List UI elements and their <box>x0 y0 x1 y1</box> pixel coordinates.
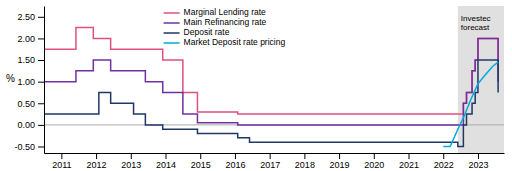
x-tick-mark <box>61 153 62 159</box>
x-tick: 2014 <box>156 153 176 170</box>
x-tick-label: 2011 <box>52 160 71 170</box>
legend-swatch <box>164 32 180 34</box>
y-tick: 2.50 <box>17 12 44 22</box>
y-axis-label: % <box>6 73 15 84</box>
y-tick-mark <box>38 82 44 83</box>
x-tick-label: 2016 <box>225 160 245 170</box>
chart: -0.500.000.501.001.502.002.5020112012201… <box>0 0 512 171</box>
x-tick-label: 2012 <box>87 160 107 170</box>
x-tick: 2012 <box>87 153 107 170</box>
x-tick-label: 2020 <box>364 160 384 170</box>
x-tick: 2018 <box>295 153 315 170</box>
y-axis-line <box>44 7 45 154</box>
x-tick: 2023 <box>468 153 488 170</box>
y-tick: 0.00 <box>17 120 44 130</box>
plot-area: -0.500.000.501.001.502.002.5020112012201… <box>14 6 504 170</box>
series-line <box>443 62 498 146</box>
legend-item: Market Deposit rate pricing <box>164 37 286 47</box>
x-tick-label: 2022 <box>434 160 454 170</box>
legend-label: Market Deposit rate pricing <box>184 37 286 47</box>
x-tick-mark <box>374 153 375 159</box>
x-axis: 2011 2012 2013 2014 2015 2016 2017 2018 2019 2020… <box>45 153 505 170</box>
x-tick-label: 2019 <box>330 160 350 170</box>
y-tick-label: 1.00 <box>17 77 35 87</box>
y-tick: -0.50 <box>14 142 44 152</box>
x-tick: 2016 <box>225 153 245 170</box>
legend-swatch <box>164 22 180 24</box>
x-tick-mark <box>270 153 271 159</box>
x-tick-mark <box>409 153 410 159</box>
y-tick-label: 2.00 <box>17 34 35 44</box>
y-tick-label: 0.50 <box>17 99 35 109</box>
x-tick: 2022 <box>434 153 454 170</box>
x-tick-label: 2013 <box>121 160 141 170</box>
x-tick: 2011 <box>52 153 71 170</box>
y-tick: 1.00 <box>17 77 44 87</box>
series-line <box>44 60 498 146</box>
legend-swatch <box>164 42 180 44</box>
x-tick-label: 2023 <box>468 160 488 170</box>
legend-label: Main Refinancing rate <box>184 17 267 27</box>
x-tick-mark <box>96 153 97 159</box>
x-tick: 2020 <box>364 153 384 170</box>
x-tick-mark <box>235 153 236 159</box>
x-tick: 2017 <box>260 153 280 170</box>
y-tick: 0.50 <box>17 99 44 109</box>
x-tick-label: 2014 <box>156 160 176 170</box>
y-tick-label: -0.50 <box>14 142 35 152</box>
y-tick-label: 1.50 <box>17 55 35 65</box>
x-tick: 2013 <box>121 153 141 170</box>
x-tick-label: 2017 <box>260 160 280 170</box>
y-axis: -0.50 0.00 0.50 1.00 1.50 2.00 2.50 <box>14 7 44 154</box>
x-axis-line <box>45 153 505 154</box>
x-tick-label: 2015 <box>191 160 211 170</box>
y-tick-mark <box>38 60 44 61</box>
y-tick-mark <box>38 103 44 104</box>
x-tick-mark <box>443 153 444 159</box>
y-tick-mark <box>38 17 44 18</box>
x-tick-mark <box>339 153 340 159</box>
x-tick: 2015 <box>191 153 211 170</box>
x-tick-mark <box>166 153 167 159</box>
y-tick-label: 0.00 <box>17 120 35 130</box>
y-tick-mark <box>38 125 44 126</box>
x-tick-label: 2021 <box>399 160 419 170</box>
x-tick: 2021 <box>399 153 419 170</box>
x-tick: 2019 <box>330 153 350 170</box>
y-tick-label: 2.50 <box>17 12 35 22</box>
x-tick-mark <box>304 153 305 159</box>
legend-item: Deposit rate <box>164 27 230 37</box>
legend-item: Marginal Lending rate <box>164 7 266 17</box>
y-tick-mark <box>38 38 44 39</box>
legend-item: Main Refinancing rate <box>164 17 267 27</box>
series-line <box>44 38 498 124</box>
legend-label: Marginal Lending rate <box>184 7 266 17</box>
y-tick: 2.00 <box>17 34 44 44</box>
y-tick-mark <box>38 147 44 148</box>
legend-label: Deposit rate <box>184 27 230 37</box>
annotation: Investecforecast <box>461 14 491 32</box>
marks <box>44 6 504 153</box>
x-tick-mark <box>200 153 201 159</box>
legend: Marginal Lending rateMain Refinancing ra… <box>164 7 286 47</box>
x-tick-mark <box>131 153 132 159</box>
legend-swatch <box>164 12 180 14</box>
x-tick-label: 2018 <box>295 160 315 170</box>
x-tick-mark <box>478 153 479 159</box>
y-tick: 1.50 <box>17 55 44 65</box>
